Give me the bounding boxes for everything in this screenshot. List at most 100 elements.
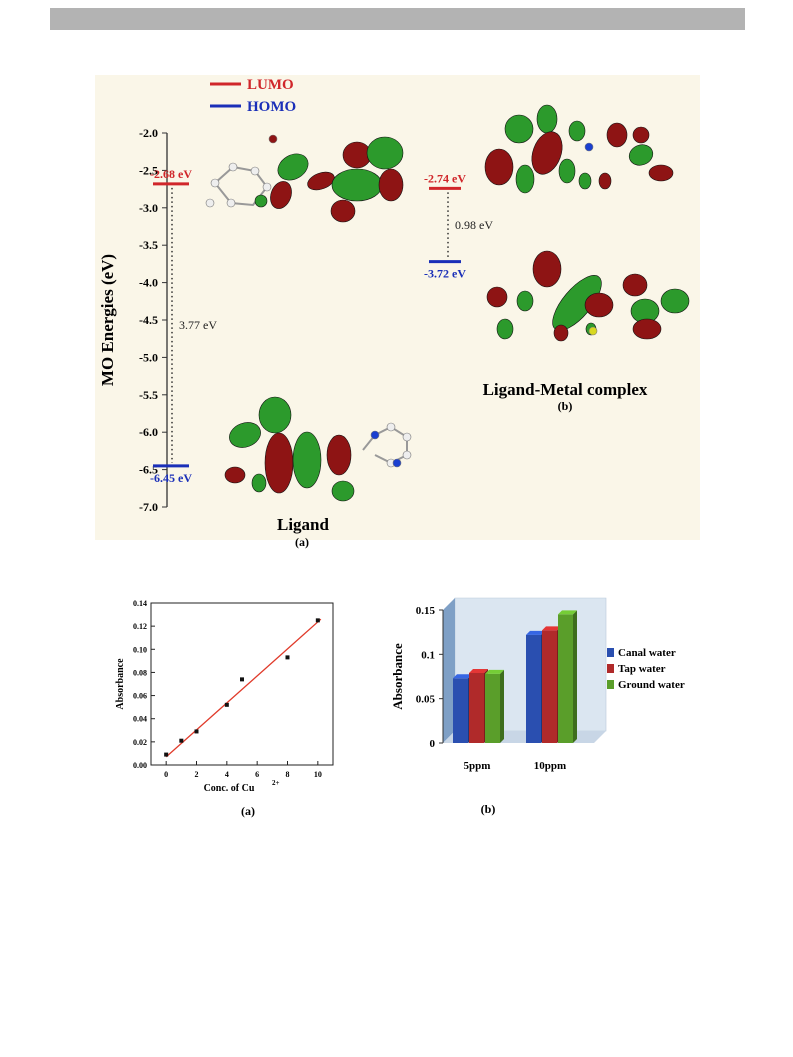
y-tick-label: 0.12 xyxy=(133,622,147,631)
orbital-lobe xyxy=(277,153,309,181)
atom xyxy=(226,198,236,208)
orbital-lobe xyxy=(484,148,514,186)
y-tick-label: -5.5 xyxy=(139,388,158,402)
orbital-lobe xyxy=(342,141,372,169)
molecule-bonds xyxy=(362,425,408,465)
y-axis-title: Absorbance xyxy=(115,658,126,710)
atom xyxy=(402,432,412,442)
complex-label: Ligand-Metal complex xyxy=(483,380,648,399)
water-samples-chart: 0 0.05 0.1 0.15 Absorbance 5ppm 10ppm Canal wat… xyxy=(390,597,685,816)
orbital-lobe xyxy=(648,164,674,182)
bar-canal-water xyxy=(526,634,541,743)
y-tick-label: 0.05 xyxy=(416,694,436,706)
orbital-lobe xyxy=(515,164,535,194)
bar-top xyxy=(469,668,488,673)
legend-swatch xyxy=(607,648,614,657)
atom xyxy=(268,134,278,144)
caption-b: (b) xyxy=(481,802,496,816)
data-point xyxy=(240,677,244,682)
orbital-lobe xyxy=(326,434,352,476)
category-label: 10ppm xyxy=(534,760,566,772)
x-axis-title-superscript: 2+ xyxy=(272,779,280,787)
atom xyxy=(584,142,594,152)
y-tick-label: -2.5 xyxy=(139,163,158,177)
y-axis-title: Absorbance xyxy=(390,643,405,710)
gap-label: 0.98 eV xyxy=(455,218,493,232)
orbital-lobe xyxy=(258,396,292,434)
y-tick-label: 0.00 xyxy=(133,761,147,770)
data-point xyxy=(315,618,320,623)
legend-label: Canal water xyxy=(618,647,676,659)
atom xyxy=(210,178,220,188)
bar-side xyxy=(573,610,577,743)
orbital-lobe xyxy=(632,318,662,340)
atom xyxy=(370,430,380,440)
ligand-sublabel: (a) xyxy=(295,535,309,549)
legend-swatch xyxy=(607,680,614,689)
bar-canal-water xyxy=(453,678,468,743)
legend-label-homo: HOMO xyxy=(247,99,296,115)
orbital-lobe xyxy=(558,158,576,184)
orbital-lobe xyxy=(504,114,534,144)
orbital-lobe xyxy=(622,273,648,297)
energy-level-label: -2.74 eV xyxy=(424,171,466,185)
y-tick-label: -3.5 xyxy=(139,238,158,252)
bar-top xyxy=(542,626,561,631)
bar-ground-water xyxy=(558,614,573,743)
gap-label: 3.77 eV xyxy=(179,318,217,332)
orbital-lobe xyxy=(568,120,586,142)
orbital-lobe xyxy=(292,431,322,489)
orbital-lobe xyxy=(536,104,558,134)
y-tick-label: 0.04 xyxy=(133,715,147,724)
water-samples-panel: 0 0.05 0.1 0.15 Absorbance 5ppm 10ppm Canal wat… xyxy=(378,588,698,823)
bar-top xyxy=(558,610,577,615)
y-tick-label: 0.1 xyxy=(421,649,435,661)
atom xyxy=(588,326,598,336)
orbital-lobe xyxy=(584,292,614,318)
x-tick-label: 2 xyxy=(195,770,199,779)
orbital-lobe xyxy=(229,422,261,448)
legend-swatch xyxy=(607,664,614,673)
x-axis-title: Conc. of Cu xyxy=(204,783,255,794)
x-tick-label: 6 xyxy=(255,770,259,779)
orbital-lobe xyxy=(628,144,654,166)
x-tick-label: 10 xyxy=(314,770,322,779)
orbital-lobe xyxy=(251,473,267,493)
y-tick-label: 0.10 xyxy=(133,645,147,654)
y-tick-label: 0.15 xyxy=(416,605,436,617)
orbital-lobe xyxy=(224,466,246,484)
orbital-lobe xyxy=(486,286,508,308)
x-tick-label: 0 xyxy=(164,770,168,779)
atom xyxy=(392,458,402,468)
ligand-label: Ligand xyxy=(277,515,330,534)
bar-tap-water xyxy=(469,672,484,743)
bar-top xyxy=(453,674,472,679)
orbital-lobe xyxy=(578,172,592,190)
orbital-lobe xyxy=(307,171,335,191)
plot-frame xyxy=(150,602,334,766)
orbital-lobe xyxy=(330,199,356,223)
y-tick-label: -3.0 xyxy=(139,201,158,215)
data-point xyxy=(224,702,229,707)
complex-sublabel: (b) xyxy=(558,399,573,413)
y-tick-label: -4.0 xyxy=(139,276,158,290)
y-tick-label: -7.0 xyxy=(139,500,158,514)
absorbance-calibration-panel: 0.00 0.02 0.04 0.06 0.08 0.10 0.12 0.14 0 2 4 6 8 10 A… xyxy=(103,595,343,825)
y-tick-label: -6.0 xyxy=(139,425,158,439)
data-point xyxy=(179,738,184,743)
orbital-lobe xyxy=(331,480,355,502)
y-tick-label: 0.08 xyxy=(133,668,147,677)
atom xyxy=(250,166,260,176)
mo-energy-chart: -2.0-2.5-3.0-3.5-4.0-4.5-5.0-5.5-6.0-6.5… xyxy=(98,77,690,549)
data-point xyxy=(285,655,290,660)
orbital-lobe xyxy=(378,168,404,202)
y-tick-label: -4.5 xyxy=(139,313,158,327)
bar-side xyxy=(500,669,504,743)
orbital-lobe xyxy=(598,172,612,190)
absorbance-calibration-chart: 0.00 0.02 0.04 0.06 0.08 0.10 0.12 0.14 0 2 4 6 8 10 A… xyxy=(115,599,334,818)
mo-energy-panel: -2.0 -2.5 -3.0 -3.5 -4.0 -4.5 -5.0 -5.5 -6.0 -6.5… xyxy=(95,75,700,549)
orbital-lobe xyxy=(366,136,404,170)
orbital-lobe xyxy=(516,290,534,312)
data-point xyxy=(194,729,199,734)
data-point xyxy=(164,752,169,757)
